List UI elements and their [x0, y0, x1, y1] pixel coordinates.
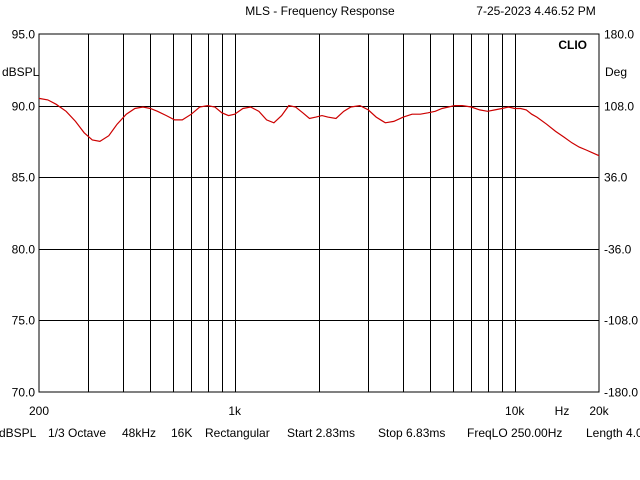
- y-tick-label: 75.0: [12, 314, 36, 328]
- footer-fft-size: 16K: [171, 426, 193, 440]
- x-tick-label: 1k: [228, 404, 242, 418]
- grid: [39, 34, 599, 392]
- series-line-spl: [38, 97, 600, 157]
- footer-freq-lo: FreqLO 250.00Hz: [467, 426, 563, 440]
- footer-unit: dBSPL: [0, 426, 37, 440]
- y-axis-ticks: 95.0 90.0 85.0 80.0 75.0 70.0: [12, 28, 36, 400]
- frequency-response-chart: MLS - Frequency Response 7-25-2023 4.46.…: [2, 4, 638, 418]
- footer-length: Length 4.00ms: [586, 426, 640, 440]
- footer-window: Rectangular: [205, 426, 270, 440]
- x-tick-label: 10k: [505, 404, 525, 418]
- y-axis-label: dBSPL: [2, 65, 40, 79]
- y2-axis-label: Deg: [605, 65, 627, 79]
- y-tick-label: 70.0: [12, 386, 36, 400]
- x-axis-ticks: 200 1k 10k 20k: [29, 404, 610, 418]
- chart-title: MLS - Frequency Response: [245, 4, 395, 18]
- y2-tick-label: 180.0: [604, 28, 634, 42]
- footer-smoothing: 1/3 Octave: [48, 426, 107, 440]
- y-tick-label: 90.0: [12, 100, 36, 114]
- y2-tick-label: 36.0: [604, 171, 628, 185]
- x-tick-label: 20k: [589, 404, 609, 418]
- y2-tick-label: 108.0: [604, 100, 634, 114]
- brand-label: CLIO: [558, 38, 587, 52]
- y2-tick-label: -36.0: [604, 243, 632, 257]
- footer-stop: Stop 6.83ms: [378, 426, 446, 440]
- footer-start: Start 2.83ms: [287, 426, 356, 440]
- y2-tick-label: -108.0: [604, 314, 638, 328]
- y2-axis-ticks: 180.0 108.0 36.0 -36.0 -108.0 -180.0: [604, 28, 638, 400]
- timestamp: 7-25-2023 4.46.52 PM: [476, 4, 595, 18]
- x-unit-label: Hz: [555, 404, 570, 418]
- y-tick-label: 80.0: [12, 243, 36, 257]
- y-tick-label: 95.0: [12, 28, 36, 42]
- measurement-settings-bar: dBSPL 1/3 Octave 48kHz 16K Rectangular S…: [0, 426, 640, 444]
- x-tick-label: 200: [29, 404, 49, 418]
- y-tick-label: 85.0: [12, 171, 36, 185]
- y2-tick-label: -180.0: [604, 386, 638, 400]
- footer-sample-rate: 48kHz: [122, 426, 157, 440]
